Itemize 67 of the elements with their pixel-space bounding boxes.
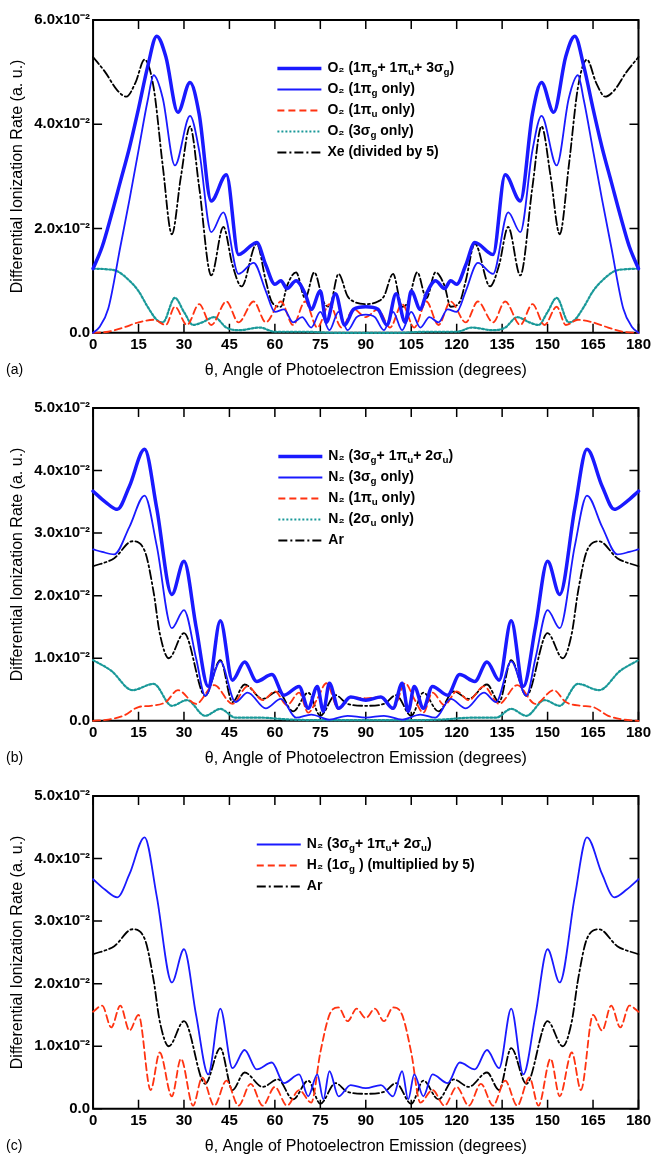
x-axis-title: θ, Angle of Photoelectron Emission (degrees) (204, 360, 527, 378)
y-tick-label: 1.0x10⁻² (34, 648, 91, 666)
x-tick-label: 150 (535, 1110, 561, 1128)
x-tick-label: 135 (489, 722, 515, 740)
y-tick-label: 6.0x10⁻² (34, 10, 91, 28)
x-tick-label: 105 (398, 334, 424, 352)
x-tick-label: 60 (266, 1110, 284, 1128)
x-tick-label: 0 (88, 1110, 98, 1128)
y-tick-label: 5.0x10⁻² (34, 786, 91, 804)
x-tick-label: 180 (625, 1110, 651, 1128)
x-tick-label: 150 (535, 334, 561, 352)
x-tick-label: 150 (535, 722, 561, 740)
x-tick-label: 75 (311, 722, 329, 740)
y-axis-title: Differential Ionization Rate (a. u.) (8, 447, 26, 682)
x-tick-label: 105 (398, 1110, 424, 1128)
x-tick-label: 30 (175, 334, 193, 352)
y-tick-label: 0.0 (69, 322, 91, 340)
x-tick-label: 75 (311, 1110, 329, 1128)
x-tick-label: 165 (580, 722, 606, 740)
x-tick-label: 75 (311, 334, 329, 352)
x-tick-label: 120 (444, 722, 470, 740)
x-tick-label: 165 (580, 334, 606, 352)
x-tick-label: 0 (88, 722, 98, 740)
x-tick-label: 30 (175, 722, 193, 740)
x-tick-label: 15 (130, 1110, 147, 1128)
x-tick-label: 90 (357, 722, 375, 740)
legend-label: Ar (328, 531, 345, 548)
text: (b) (6, 749, 24, 765)
y-tick-label: 0.0 (69, 1098, 91, 1116)
text: (c) (6, 1137, 23, 1153)
x-tick-label: 15 (130, 334, 147, 352)
x-tick-label: 180 (625, 722, 651, 740)
x-tick-label: 90 (357, 1110, 375, 1128)
y-tick-label: 2.0x10⁻² (34, 585, 91, 603)
x-tick-label: 120 (444, 334, 470, 352)
x-tick-label: 30 (175, 1110, 193, 1128)
x-axis-title: θ, Angle of Photoelectron Emission (degrees) (204, 748, 527, 766)
y-tick-label: 3.0x10⁻² (34, 523, 91, 541)
x-tick-label: 105 (398, 722, 424, 740)
x-tick-label: 135 (489, 334, 515, 352)
legend-label: Ar (306, 877, 323, 894)
x-tick-label: 45 (221, 722, 238, 740)
y-tick-label: 4.0x10⁻² (34, 114, 91, 132)
y-axis-title: Differential Ionization Rate (a. u.) (8, 59, 26, 294)
x-tick-label: 45 (221, 334, 238, 352)
x-tick-label: 15 (130, 722, 147, 740)
y-tick-label: 4.0x10⁻² (34, 460, 91, 478)
text: (a) (6, 361, 24, 377)
y-tick-label: 1.0x10⁻² (34, 1036, 91, 1054)
x-axis-title: θ, Angle of Photoelectron Emission (degrees) (204, 1136, 527, 1154)
legend-label: Xe (divided by 5) (327, 143, 439, 160)
x-tick-label: 60 (266, 722, 284, 740)
y-tick-label: 2.0x10⁻² (34, 973, 91, 991)
y-axis-title: Differential Ionization Rate (a. u.) (8, 835, 26, 1070)
y-tick-label: 0.0 (69, 710, 91, 728)
x-tick-label: 45 (221, 1110, 238, 1128)
y-tick-label: 3.0x10⁻² (34, 911, 91, 929)
y-tick-label: 4.0x10⁻² (34, 848, 91, 866)
x-tick-label: 165 (580, 1110, 606, 1128)
x-tick-label: 180 (625, 334, 651, 352)
x-tick-label: 90 (357, 334, 375, 352)
x-tick-label: 135 (489, 1110, 515, 1128)
y-tick-label: 2.0x10⁻² (34, 218, 91, 236)
x-tick-label: 60 (266, 334, 284, 352)
x-tick-label: 0 (88, 334, 98, 352)
y-tick-label: 5.0x10⁻² (34, 398, 91, 416)
x-tick-label: 120 (444, 1110, 470, 1128)
